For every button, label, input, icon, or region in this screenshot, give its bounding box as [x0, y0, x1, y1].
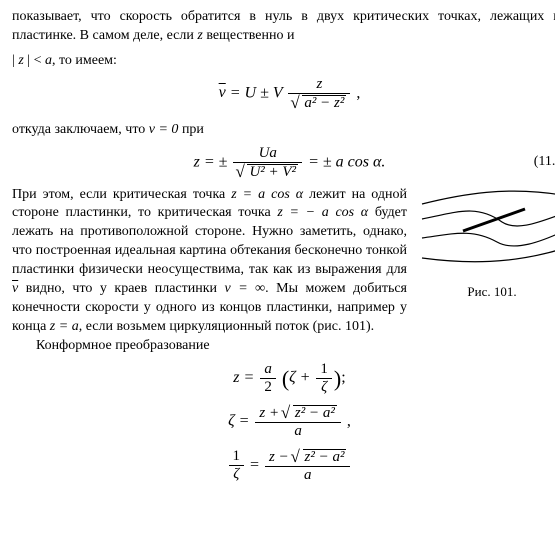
fraction: a 2: [260, 362, 276, 395]
text: , если возьмем циркуляционный поток (рис…: [79, 319, 374, 334]
fraction: 1 ζ: [316, 362, 332, 395]
equation-2: z = ± Ua U² + V² = ± a cos α.: [194, 146, 386, 180]
text: = ± a cos α.: [304, 153, 385, 170]
var-a: a: [45, 53, 52, 68]
paragraph-2: откуда заключаем, что v = 0 при: [12, 121, 555, 140]
numerator: a: [260, 362, 276, 379]
text: z −: [269, 449, 292, 465]
numerator: Ua: [233, 146, 302, 163]
flow-diagram-icon: [417, 186, 555, 281]
denominator: a: [265, 467, 350, 483]
inline-eq: v = ∞: [225, 281, 266, 296]
text: видно, что у краев пластинки: [18, 281, 224, 296]
sqrt: z² − a²: [283, 405, 337, 421]
denominator: ζ: [316, 379, 332, 395]
text: z = ±: [194, 153, 232, 170]
numerator: z + z² − a²: [255, 405, 340, 423]
text: z +: [259, 405, 282, 421]
numerator: z − z² − a²: [265, 449, 350, 467]
inline-eq: z = a cos α: [231, 187, 303, 202]
text: при: [178, 122, 203, 137]
text: При этом, если критическая точка: [12, 187, 231, 202]
fraction: 1 ζ: [229, 449, 245, 482]
text: , то имеем:: [52, 53, 117, 68]
text: пластинки, то критическая точка: [66, 205, 278, 220]
paragraph-1: показывает, что скорость обратится в нул…: [12, 8, 555, 46]
v-bar: v: [219, 85, 226, 101]
fraction: z a² − z²: [288, 77, 350, 111]
denominator: 2: [260, 379, 276, 395]
denominator: U² + V²: [233, 163, 302, 180]
radicand: U² + V²: [247, 164, 298, 180]
text: | <: [24, 53, 45, 68]
equation-number: (11.3): [534, 153, 555, 172]
radicand: z² − a²: [303, 449, 347, 465]
denominator: ζ: [229, 466, 245, 482]
equation-1: v = U ± V z a² − z² ,: [12, 77, 555, 111]
text: ;: [341, 369, 345, 386]
numerator: 1: [229, 449, 245, 466]
denominator: a: [255, 423, 340, 439]
radicand: a² − z²: [302, 95, 346, 111]
sqrt: z² − a²: [293, 449, 347, 465]
numerator: z: [288, 77, 350, 94]
equation-3c: 1 ζ = z − z² − a² a: [12, 449, 555, 483]
text: ζ +: [289, 369, 314, 386]
text: откуда заключаем, что: [12, 122, 149, 137]
fraction: z − z² − a² a: [265, 449, 350, 483]
fraction: z + z² − a² a: [255, 405, 340, 439]
paragraph-4: Конформное преобразование: [12, 337, 555, 356]
wrapped-section: Рис. 101. При этом, если критическая точ…: [12, 186, 555, 337]
inline-eq: z = a: [50, 319, 79, 334]
text: вещественно и: [203, 28, 295, 43]
fraction: Ua U² + V²: [233, 146, 302, 180]
text: ,: [343, 412, 351, 429]
text: z =: [233, 369, 258, 386]
text: =: [246, 456, 263, 473]
figure-101: Рис. 101.: [417, 186, 555, 301]
condition-line: | z | < a, то имеем:: [12, 52, 555, 71]
text: ,: [352, 84, 360, 101]
equation-3a: z = a 2 (ζ + 1 ζ );: [12, 362, 555, 395]
text: ζ =: [228, 412, 253, 429]
text: = U ± V: [226, 84, 287, 101]
denominator: a² − z²: [288, 94, 350, 111]
sqrt: U² + V²: [237, 164, 298, 180]
equation-2-row: z = ± Ua U² + V² = ± a cos α. (11.3): [12, 146, 555, 180]
inline-eq: z = − a cos α: [277, 205, 368, 220]
inline-eq: v = 0: [149, 122, 179, 137]
figure-caption: Рис. 101.: [417, 283, 555, 301]
equation-3b: ζ = z + z² − a² a ,: [12, 405, 555, 439]
numerator: 1: [316, 362, 332, 379]
sqrt: a² − z²: [292, 95, 346, 111]
radicand: z² − a²: [293, 405, 337, 421]
